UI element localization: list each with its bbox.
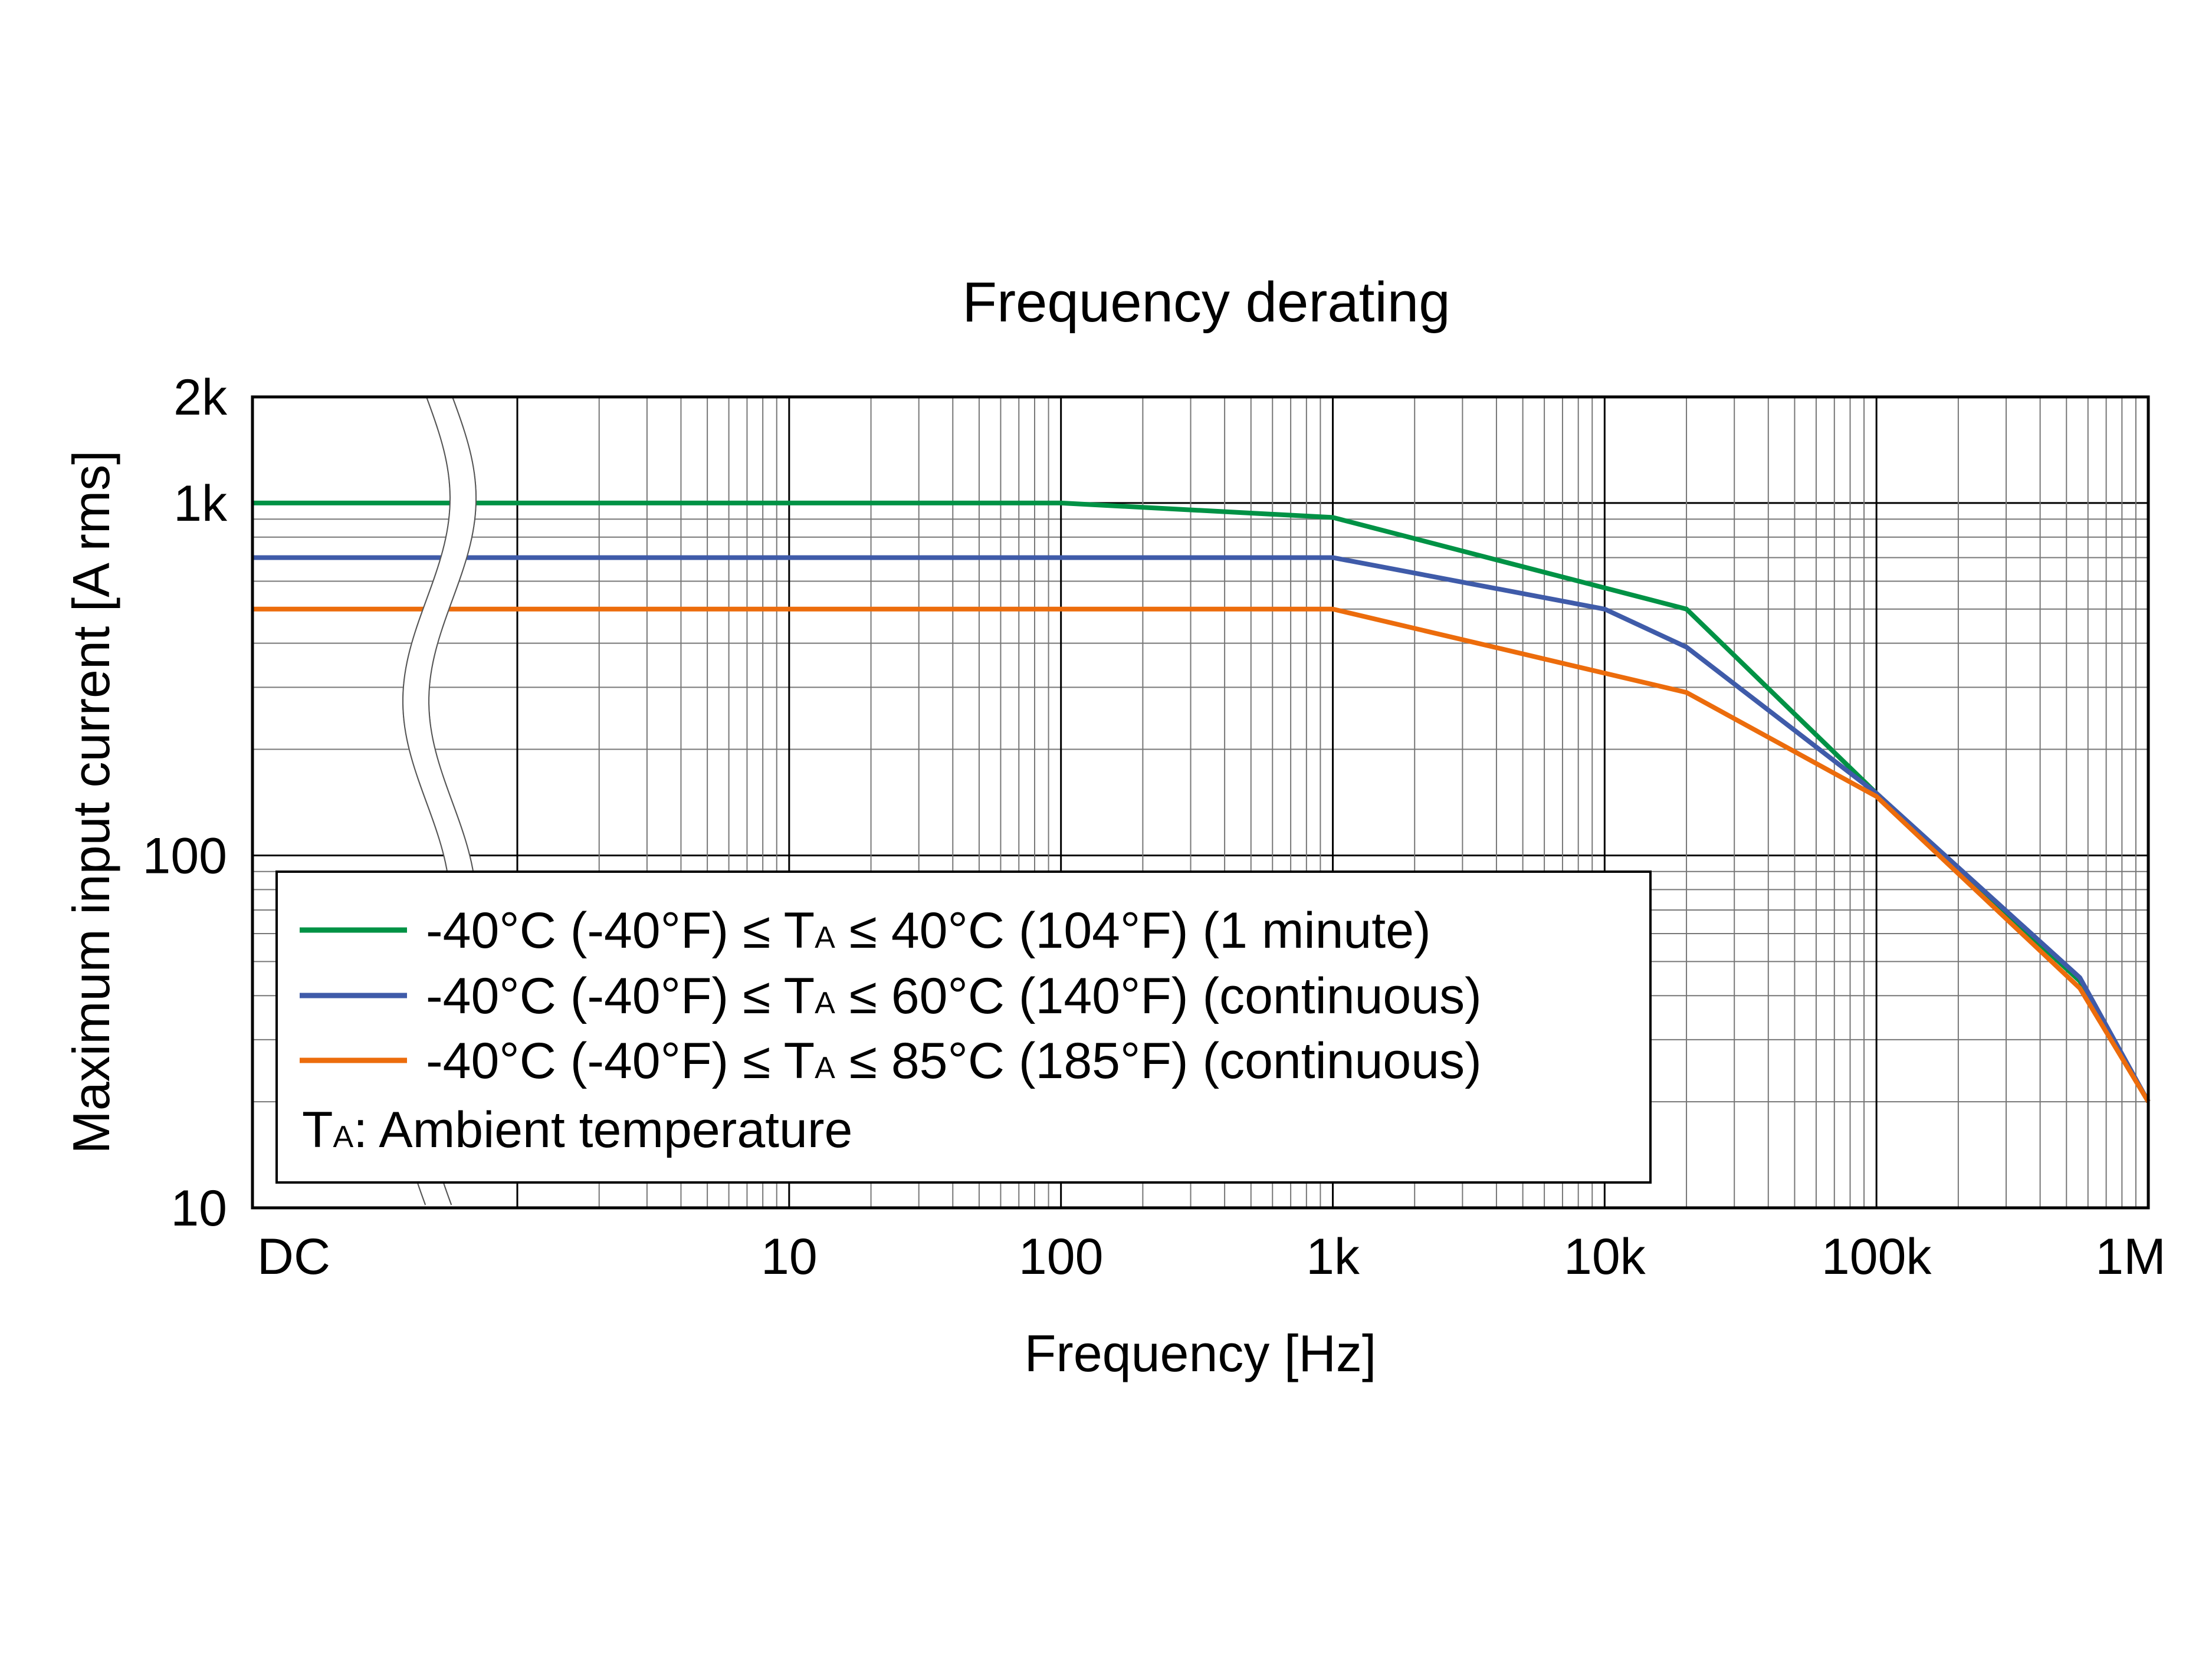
x-tick-label: 1k bbox=[1306, 1228, 1360, 1285]
y-tick-label: 100 bbox=[143, 827, 228, 884]
legend-label-2: -40°C (-40°F) ≤ TA ≤ 60°C (140°F) (conti… bbox=[426, 968, 1482, 1024]
series-lines bbox=[252, 396, 2151, 1208]
x-tick-label: 1M bbox=[2095, 1228, 2165, 1285]
y-tick-label: 1k bbox=[173, 475, 228, 532]
break-gap-overlay bbox=[403, 397, 476, 1208]
legend-box bbox=[275, 870, 1652, 1184]
series-line-2 bbox=[252, 555, 2151, 1103]
x-tick-label: DC bbox=[257, 1228, 330, 1285]
x-tick-labels: DC 10 100 1k 10k 100k 1M bbox=[257, 1228, 2166, 1285]
legend-note: TA: Ambient temperature bbox=[302, 1102, 852, 1158]
y-axis-label: Maximum input current [A rms] bbox=[62, 450, 120, 1154]
chart-title: Frequency derating bbox=[962, 271, 1450, 334]
y-tick-label: 2k bbox=[173, 369, 228, 426]
series-line-3 bbox=[252, 606, 2151, 1103]
x-tick-label: 10 bbox=[761, 1228, 818, 1285]
legend-label-1: -40°C (-40°F) ≤ TA ≤ 40°C (104°F) (1 min… bbox=[426, 902, 1431, 959]
x-axis-label: Frequency [Hz] bbox=[1025, 1324, 1377, 1382]
plot-frame bbox=[251, 395, 2150, 1210]
x-tick-label: 100k bbox=[1822, 1228, 1932, 1285]
x-tick-label: 100 bbox=[1019, 1228, 1104, 1285]
y-tick-labels: 10 100 1k 2k bbox=[143, 369, 228, 1237]
y-tick-label: 10 bbox=[170, 1180, 227, 1237]
legend: -40°C (-40°F) ≤ TA ≤ 40°C (104°F) (1 min… bbox=[275, 870, 1652, 1184]
legend-label-3: -40°C (-40°F) ≤ TA ≤ 85°C (185°F) (conti… bbox=[426, 1033, 1482, 1089]
x-tick-label: 10k bbox=[1564, 1228, 1646, 1285]
